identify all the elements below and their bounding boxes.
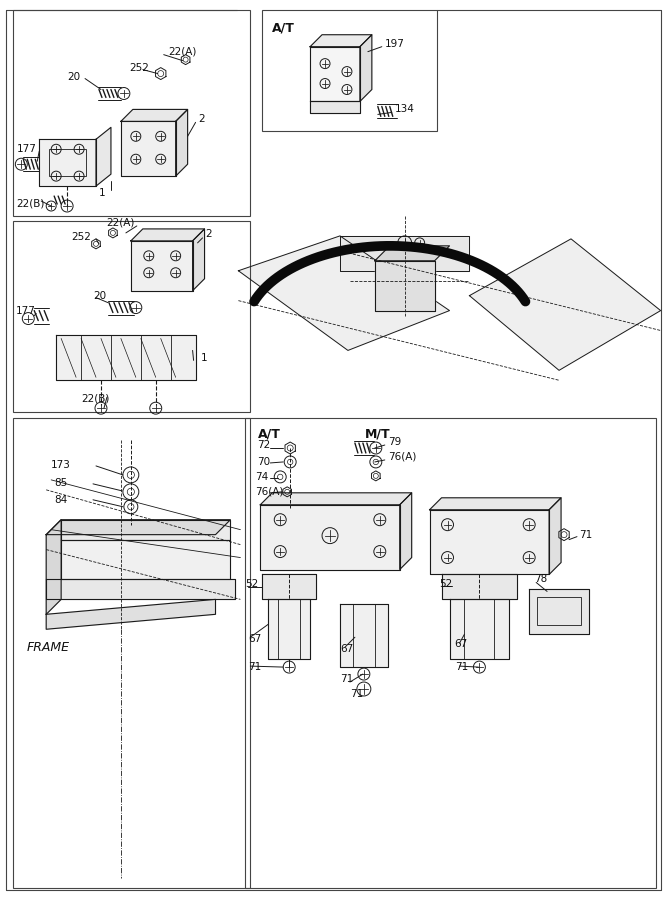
Polygon shape [46, 580, 235, 599]
Text: 67: 67 [340, 644, 354, 654]
Bar [537, 598, 581, 626]
Bar [49, 149, 86, 176]
Text: 52: 52 [440, 580, 453, 590]
Polygon shape [430, 498, 561, 509]
Polygon shape [529, 590, 589, 634]
Text: 71: 71 [350, 689, 363, 699]
Polygon shape [430, 509, 549, 574]
Polygon shape [193, 229, 205, 291]
Text: 70: 70 [257, 457, 270, 467]
Text: 78: 78 [534, 574, 548, 584]
Text: 134: 134 [395, 104, 415, 114]
Text: 71: 71 [340, 674, 354, 684]
Text: 20: 20 [93, 291, 106, 301]
Polygon shape [470, 238, 660, 370]
Text: A/T: A/T [258, 428, 281, 441]
Polygon shape [310, 35, 372, 47]
Polygon shape [96, 127, 111, 186]
Text: 67: 67 [248, 634, 261, 644]
Polygon shape [39, 140, 96, 186]
Polygon shape [260, 505, 400, 570]
Text: 71: 71 [579, 529, 592, 540]
Polygon shape [46, 519, 230, 535]
Polygon shape [450, 599, 510, 659]
Text: 177: 177 [15, 306, 35, 316]
Polygon shape [131, 229, 205, 241]
Text: 76(A): 76(A) [388, 452, 416, 462]
Polygon shape [131, 241, 193, 291]
Text: 84: 84 [54, 495, 67, 505]
Bar [262, 10, 437, 131]
Text: 22(B): 22(B) [16, 198, 45, 208]
Polygon shape [238, 236, 450, 350]
Polygon shape [375, 246, 450, 261]
Polygon shape [340, 605, 388, 667]
Text: 22(A): 22(A) [106, 218, 134, 228]
Text: 2: 2 [205, 229, 212, 238]
Bar [13, 221, 250, 412]
Polygon shape [61, 540, 230, 580]
Text: 20: 20 [67, 72, 80, 82]
Polygon shape [46, 599, 215, 629]
Text: 76(A): 76(A) [255, 487, 283, 497]
Polygon shape [549, 498, 561, 574]
Bar [13, 10, 250, 216]
Text: M/T: M/T [365, 428, 390, 441]
Text: 79: 79 [388, 437, 401, 447]
Text: 72: 72 [257, 440, 271, 450]
Polygon shape [442, 574, 517, 599]
Polygon shape [61, 519, 230, 540]
Text: 71: 71 [456, 662, 469, 672]
Polygon shape [400, 493, 412, 570]
Polygon shape [340, 236, 470, 271]
Text: 1: 1 [99, 188, 105, 198]
Text: 22(A): 22(A) [169, 47, 197, 57]
Text: 74: 74 [255, 472, 269, 482]
Text: 197: 197 [385, 39, 405, 49]
Bar [245, 418, 656, 888]
Polygon shape [56, 336, 195, 381]
Polygon shape [175, 110, 187, 176]
Bar [13, 418, 250, 888]
Text: 22(B): 22(B) [81, 393, 109, 403]
Polygon shape [360, 35, 372, 102]
Polygon shape [262, 574, 316, 599]
Text: 52: 52 [245, 580, 259, 590]
Polygon shape [46, 519, 61, 615]
Text: 71: 71 [248, 662, 261, 672]
Text: 2: 2 [199, 114, 205, 124]
Polygon shape [310, 47, 360, 102]
Polygon shape [310, 102, 360, 113]
Text: 252: 252 [71, 232, 91, 242]
Text: FRAME: FRAME [26, 641, 69, 653]
Text: 252: 252 [129, 63, 149, 73]
Text: 67: 67 [454, 639, 468, 649]
Polygon shape [121, 122, 175, 176]
Polygon shape [121, 110, 187, 122]
Polygon shape [260, 493, 412, 505]
Polygon shape [268, 599, 310, 659]
Polygon shape [375, 261, 435, 310]
Text: 173: 173 [51, 460, 71, 470]
Text: 177: 177 [16, 144, 36, 154]
Text: 1: 1 [201, 354, 207, 364]
Text: 85: 85 [54, 478, 67, 488]
Text: A/T: A/T [272, 22, 295, 34]
